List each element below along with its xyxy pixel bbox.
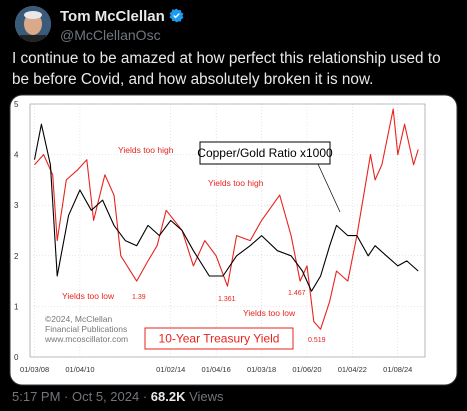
copyright: www.mcoscillator.com <box>44 334 128 344</box>
annotation: Yields too high <box>208 178 264 188</box>
x-tick-label: 01/02/14 <box>156 365 185 374</box>
y-tick-label: 5 <box>14 100 19 109</box>
x-tick-label: 01/03/18 <box>247 365 276 374</box>
legend-box <box>144 327 294 350</box>
y-tick-label: 3 <box>14 201 19 210</box>
series-line <box>34 108 419 330</box>
x-tick-label: 01/08/24 <box>383 365 412 374</box>
x-tick-label: 01/04/16 <box>202 365 231 374</box>
annotation: Yields too low <box>62 291 115 301</box>
author-name[interactable]: Tom McClellan <box>60 8 184 25</box>
legend-box <box>199 141 331 165</box>
time[interactable]: 5:17 PM <box>12 389 61 404</box>
series-line <box>33 123 419 292</box>
tweet-text: I continue to be amazed at how perfect t… <box>12 50 441 88</box>
y-tick-label: 4 <box>14 151 19 160</box>
copyright: ©2024, McClellan <box>45 314 112 324</box>
avatar-face <box>15 6 51 42</box>
legend-label: Copper/Gold Ratio x1000 <box>197 146 333 160</box>
author-handle[interactable]: @McClellanOsc <box>60 27 161 43</box>
y-tick-label: 1 <box>14 302 19 311</box>
date[interactable]: Oct 5, 2024 <box>71 389 140 404</box>
legend-label: 10-Year Treasury Yield <box>159 332 280 346</box>
x-tick-label: 01/04/22 <box>338 365 367 374</box>
annotation: 1.467 <box>288 290 306 297</box>
copyright: Financial Publications <box>45 324 127 334</box>
annotation: Yields too low <box>243 308 296 318</box>
x-tick-label: 01/04/10 <box>65 365 94 374</box>
y-tick-label: 0 <box>14 353 19 362</box>
annotation: 0.519 <box>308 337 326 344</box>
views-label: Views <box>189 389 224 404</box>
tweet-footer: 5:17 PM · Oct 5, 2024 · 68.2K Views <box>12 389 224 404</box>
x-tick-label: 01/06/20 <box>292 365 321 374</box>
verified-badge <box>169 8 184 23</box>
annotation: 1.361 <box>218 296 236 303</box>
x-tick-label: 01/03/08 <box>20 365 49 374</box>
y-tick-label: 2 <box>14 252 19 261</box>
annotation: Yields too high <box>118 145 174 155</box>
views-count: 68.2K <box>150 389 186 404</box>
annotation-arrow <box>317 163 341 213</box>
annotation: 1.39 <box>132 294 146 301</box>
author-name-text[interactable]: Tom McClellan <box>60 8 165 25</box>
